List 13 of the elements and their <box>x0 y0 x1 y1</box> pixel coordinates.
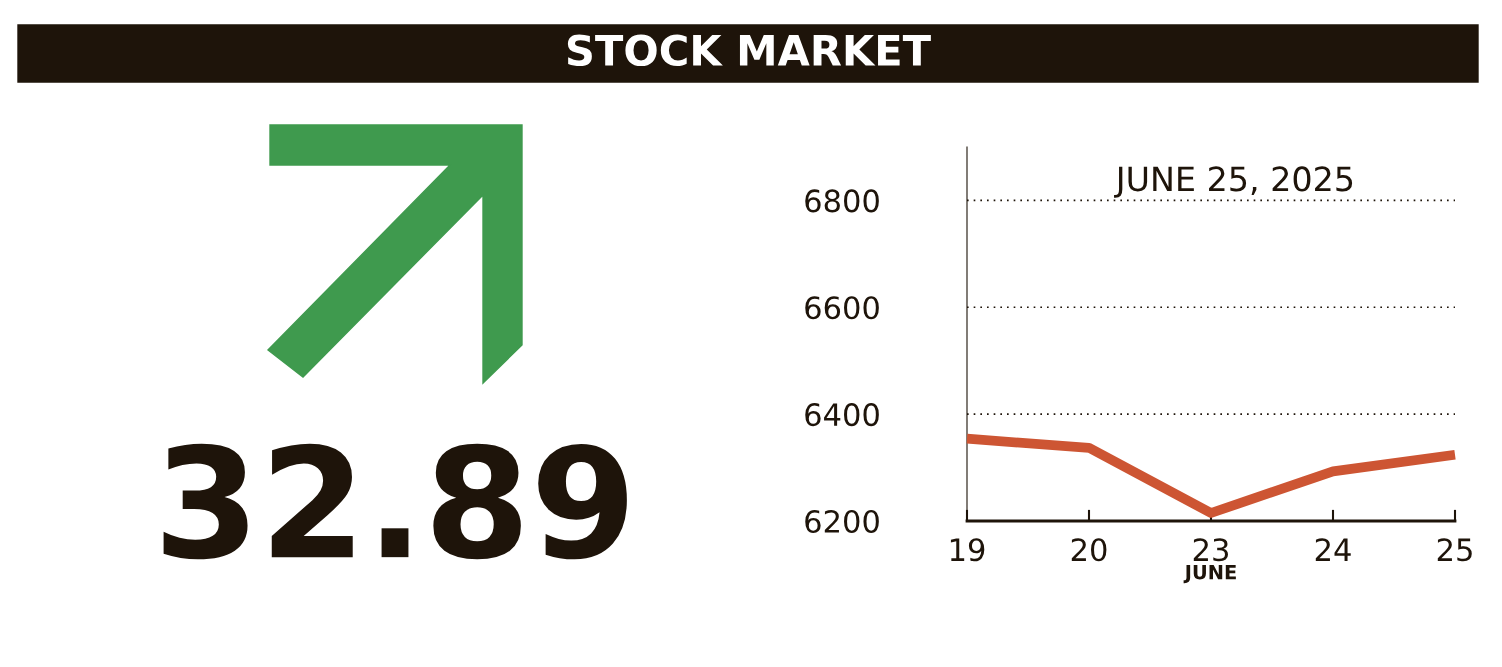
text: 32.89 <box>163 443 627 560</box>
x-tick-label: 20 <box>1071 538 1107 562</box>
text: STOCK MARKET <box>567 34 931 67</box>
text: JUNE 25, 2025 <box>1114 166 1353 198</box>
x-tick-label: 19 <box>950 538 985 562</box>
y-tick-label: 6200 <box>805 509 879 534</box>
y-tick-label: 6800 <box>805 189 879 213</box>
x-tick-label: 25 <box>1437 538 1472 562</box>
x-axis-title: JUNE <box>1183 565 1236 584</box>
y-tick-label: 6600 <box>805 296 879 320</box>
x-tick-label: 24 <box>1315 538 1351 561</box>
x-tick-label: 23 <box>1193 538 1228 562</box>
y-tick-label: 6400 <box>805 403 879 427</box>
